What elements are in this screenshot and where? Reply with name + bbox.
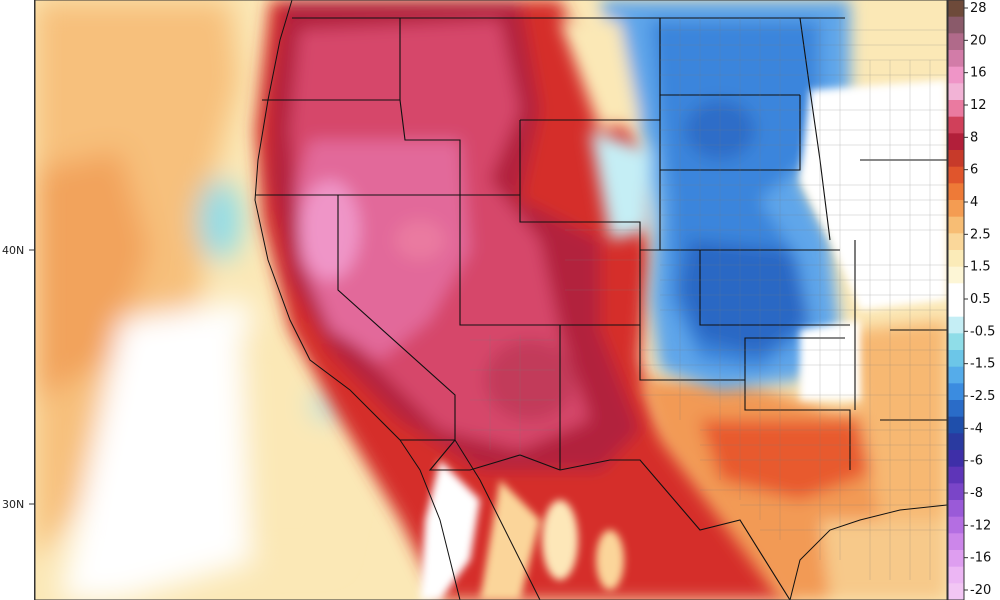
colorbar-swatch bbox=[948, 66, 964, 84]
colorbar-label: -2.5 bbox=[970, 389, 995, 404]
lat-label-40n: 40N bbox=[2, 244, 24, 257]
colorbar-label: -0.5 bbox=[970, 324, 995, 339]
colorbar-label: -20 bbox=[970, 583, 991, 598]
colorbar-label: 4 bbox=[970, 195, 978, 210]
colorbar-swatch bbox=[948, 533, 964, 551]
colorbar-swatch bbox=[948, 100, 964, 118]
coastline bbox=[254, 0, 947, 600]
colorbar-swatch bbox=[948, 166, 964, 184]
colorbar-swatch bbox=[948, 283, 964, 301]
colorbar-label: -8 bbox=[970, 486, 983, 501]
colorbar-swatch bbox=[948, 450, 964, 468]
colorbar-label: 28 bbox=[970, 1, 987, 16]
colorbar-swatch bbox=[948, 383, 964, 401]
colorbar-swatch bbox=[948, 466, 964, 484]
colorbar-swatch bbox=[948, 366, 964, 384]
colorbar-swatch bbox=[948, 483, 964, 501]
colorbar-swatch bbox=[948, 33, 964, 51]
colorbar-label: -16 bbox=[970, 551, 991, 566]
state-boundaries bbox=[255, 17, 947, 600]
colorbar-swatch bbox=[948, 300, 964, 318]
colorbar bbox=[947, 0, 965, 600]
colorbar-swatch bbox=[948, 83, 964, 101]
colorbar-label: 8 bbox=[970, 130, 978, 145]
colorbar-swatch bbox=[948, 266, 964, 284]
colorbar-swatch bbox=[948, 550, 964, 568]
colorbar-swatch bbox=[948, 0, 964, 18]
colorbar-label: 20 bbox=[970, 33, 987, 48]
colorbar-label: 2.5 bbox=[970, 227, 991, 242]
colorbar-swatch bbox=[948, 583, 964, 600]
colorbar-swatch bbox=[948, 500, 964, 518]
colorbar-swatch bbox=[948, 316, 964, 334]
colorbar-swatch bbox=[948, 433, 964, 451]
colorbar-swatch bbox=[948, 416, 964, 434]
colorbar-swatch bbox=[948, 16, 964, 34]
colorbar-swatch bbox=[948, 250, 964, 268]
colorbar-label: -6 bbox=[970, 454, 983, 469]
lat-label-30n: 30N bbox=[2, 498, 24, 511]
colorbar-label: 6 bbox=[970, 163, 978, 178]
colorbar-swatch bbox=[948, 150, 964, 168]
colorbar-label: -4 bbox=[970, 421, 983, 436]
colorbar-swatch bbox=[948, 350, 964, 368]
colorbar-swatch bbox=[948, 333, 964, 351]
colorbar-label: -12 bbox=[970, 518, 991, 533]
colorbar-label: 1.5 bbox=[970, 260, 991, 275]
colorbar-swatch bbox=[948, 400, 964, 418]
colorbar-swatch bbox=[948, 233, 964, 251]
colorbar-swatch bbox=[948, 50, 964, 68]
colorbar-swatch bbox=[948, 516, 964, 534]
colorbar-swatch bbox=[948, 133, 964, 151]
colorbar-swatch bbox=[948, 200, 964, 218]
colorbar-swatch bbox=[948, 566, 964, 584]
colorbar-swatch bbox=[948, 116, 964, 134]
colorbar-swatch bbox=[948, 216, 964, 234]
colorbar-swatch bbox=[948, 183, 964, 201]
colorbar-label: 12 bbox=[970, 98, 987, 113]
colorbar-label: 16 bbox=[970, 66, 987, 81]
map-area bbox=[35, 0, 947, 600]
colorbar-label: 0.5 bbox=[970, 292, 991, 307]
county-grid bbox=[470, 18, 947, 580]
colorbar-label: -1.5 bbox=[970, 357, 995, 372]
left-margin bbox=[0, 0, 35, 600]
colorbar-labels: 28 20 16 12 8 6 4 2.5 1.5 0.5 -0.5 -1.5 -2.5 -4 -6 -8 -1… bbox=[964, 1, 995, 598]
